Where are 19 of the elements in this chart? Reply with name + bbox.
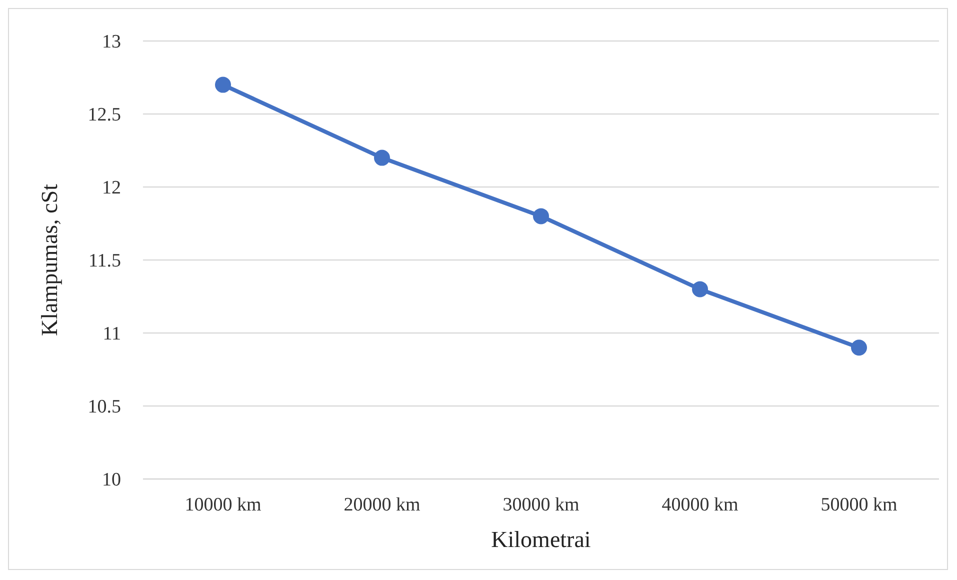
y-tick-label: 11 [102,324,121,345]
x-axis-title: Kilometrai [491,527,591,552]
point [215,76,231,93]
y-tick-label: 10.5 [88,396,121,418]
point [374,150,390,166]
x-tick-label: 10000 km [184,494,262,516]
point [692,281,708,298]
x-tick-label: 30000 km [502,494,580,516]
y-tick-label: 13 [102,32,121,53]
x-tick-label: 50000 km [820,494,898,516]
point [533,208,549,224]
point [851,340,867,356]
y-tick-label: 11.5 [88,250,121,272]
y-tick-label: 12 [102,178,121,199]
x-tick-label: 40000 km [662,494,738,516]
x-tick-label: 20000 km [344,494,420,516]
y-tick-label: 12.5 [88,104,121,126]
y-axis-title: Klampumas, cSt [37,183,62,336]
y-tick-label: 10 [102,470,121,491]
